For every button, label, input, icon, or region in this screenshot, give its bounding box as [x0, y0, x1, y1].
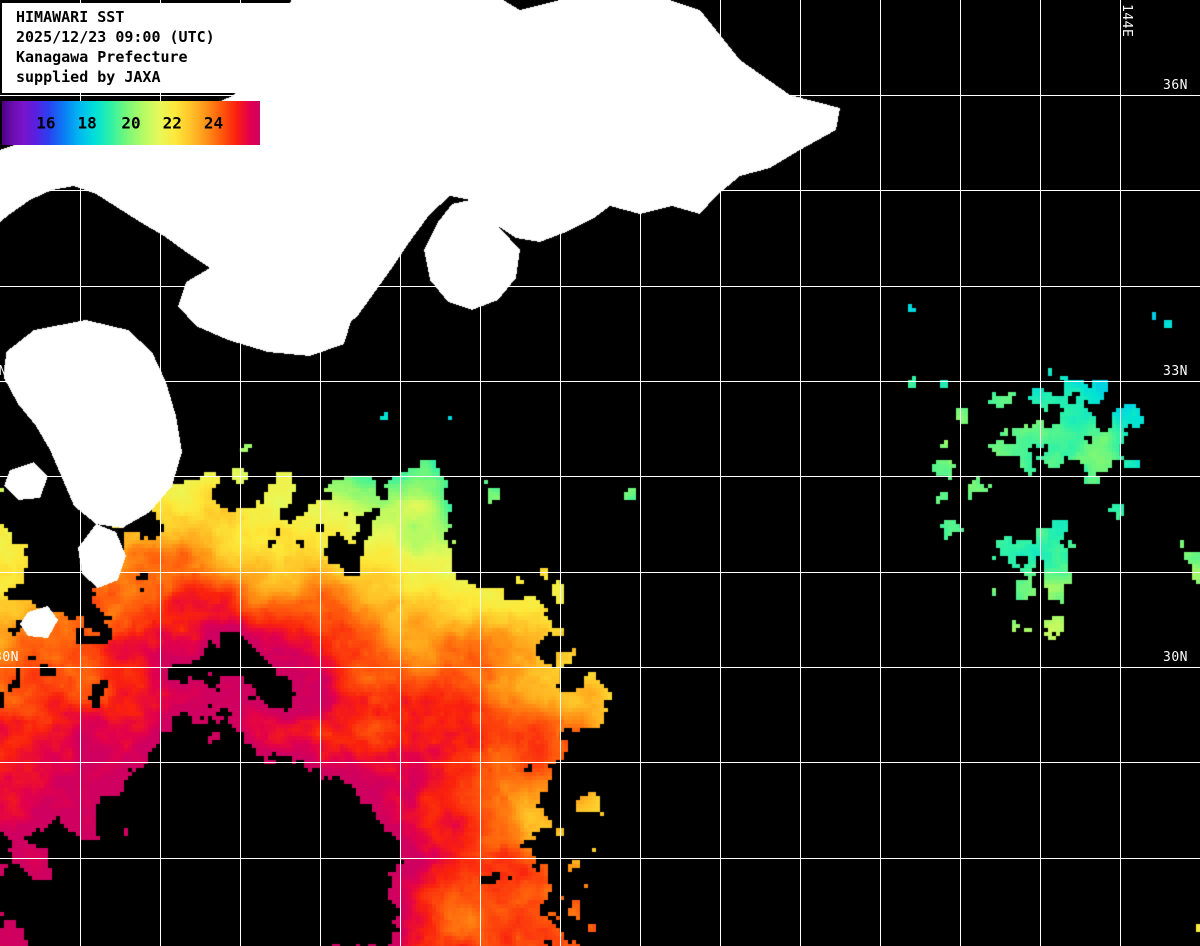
lat-label-36N-right: 36N: [1163, 78, 1188, 93]
lat-label-33N-right: 33N: [1163, 364, 1188, 379]
colorbar-tick-18: 18: [77, 113, 97, 133]
colorbar-gradient: [2, 101, 260, 145]
product-region: Kanagawa Prefecture: [16, 48, 188, 66]
colorbar-tick-22: 22: [162, 113, 182, 133]
product-title: HIMAWARI SST: [16, 8, 125, 26]
colorbar-tick-labels: 16 18 20 22 24: [2, 101, 260, 145]
lon-label-144E: 144E: [1119, 4, 1134, 38]
product-credit: supplied by JAXA: [16, 68, 161, 86]
title-box: HIMAWARI SST 2025/12/23 09:00 (UTC) Kana…: [2, 3, 294, 93]
colorbar-tick-24: 24: [203, 113, 224, 133]
product-datetime: 2025/12/23 09:00 (UTC): [16, 28, 215, 46]
colorbar-tick-20: 20: [121, 113, 141, 133]
colorbar: 16 18 20 22 24: [2, 101, 260, 145]
lat-label-30N-right: 30N: [1163, 650, 1188, 665]
lat-label-30N-left: 30N: [0, 650, 19, 665]
colorbar-tick-16: 16: [36, 113, 56, 133]
lon-label-136E: 136E: [479, 4, 494, 38]
lat-label-33N-left: 33N: [0, 364, 7, 379]
